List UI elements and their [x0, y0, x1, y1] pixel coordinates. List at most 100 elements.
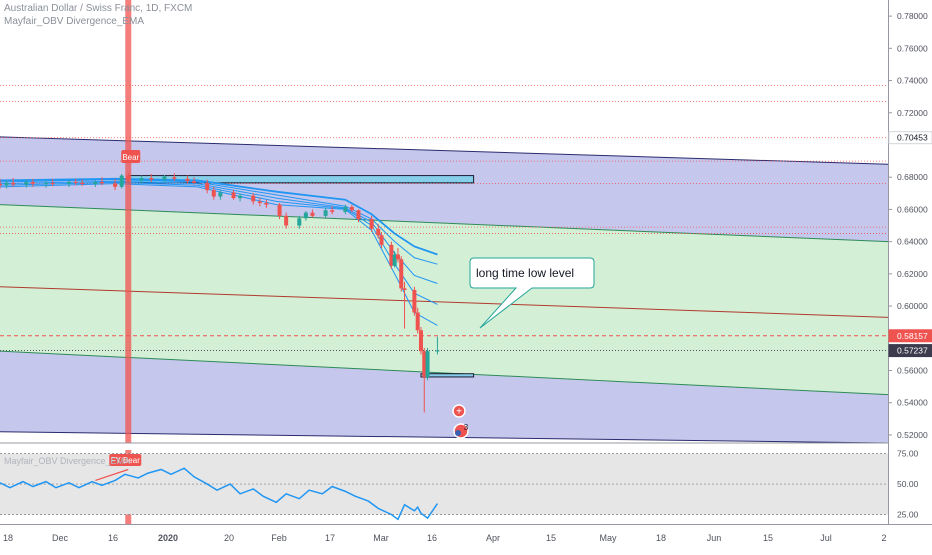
- pane-separator: [0, 443, 932, 450]
- time-tick-label: Jul: [820, 533, 832, 543]
- time-tick-label: 20: [224, 533, 234, 543]
- candle-body: [418, 330, 423, 352]
- price-badge: [888, 329, 932, 343]
- price-tick-label: 0.78000: [897, 11, 928, 21]
- channel-green-top-line: [0, 204, 888, 243]
- candle-body: [415, 312, 420, 331]
- annotation-callout: [469, 257, 595, 329]
- time-tick-label: 16: [108, 533, 118, 543]
- candle-body: [238, 195, 243, 199]
- price-tick-label: 0.66000: [897, 204, 928, 214]
- candle-body: [44, 182, 49, 184]
- bear-label: Bear: [122, 153, 139, 162]
- price-tick-label: 0.68000: [897, 172, 928, 182]
- indicator-title[interactable]: Mayfair_OBV Divergence_EMA: [4, 16, 145, 27]
- candle-body: [257, 201, 262, 203]
- candle-body: [172, 177, 177, 179]
- candle-body: [425, 351, 430, 377]
- osc-tick-label: 25.00: [897, 509, 919, 519]
- time-tick-label: 16: [427, 533, 437, 543]
- candle-body: [412, 289, 417, 313]
- price-tick-label: 0.62000: [897, 269, 928, 279]
- time-tick-label: 15: [546, 533, 556, 543]
- bear-label-bg: [121, 150, 141, 163]
- main-pane: [0, 84, 888, 443]
- time-tick-label: Dec: [52, 533, 69, 543]
- osc-tick-label: 75.00: [897, 449, 919, 459]
- time-tick-label: Feb: [271, 533, 287, 543]
- candle-body: [149, 178, 154, 180]
- osc-bear-label: FY Bear: [111, 456, 141, 465]
- bear-signal-column: [125, 0, 132, 524]
- candle-body: [349, 207, 354, 211]
- candle-body: [392, 254, 397, 266]
- channel-outer-top-line: [0, 136, 888, 165]
- candle-body: [113, 183, 118, 187]
- candle-body: [330, 210, 335, 212]
- price-badge-label: 0.70453: [897, 133, 928, 143]
- candle-body: [50, 182, 55, 184]
- candle-body: [30, 182, 35, 184]
- time-tick-label: 2: [881, 533, 886, 543]
- candle-body: [422, 351, 427, 377]
- price-tick-label: 0.54000: [897, 398, 928, 408]
- event-flag-dot: [455, 430, 461, 436]
- candle-body: [4, 182, 9, 186]
- candle-body: [99, 182, 104, 184]
- price-badge: [888, 344, 932, 358]
- candle-body: [251, 195, 256, 202]
- channel-median-line: [0, 286, 888, 318]
- price-tick-label: 0.76000: [897, 43, 928, 53]
- event-plus-icon: [452, 404, 466, 418]
- candle-body: [11, 182, 16, 185]
- candle-body: [379, 235, 384, 245]
- candle-body: [323, 210, 328, 216]
- oscillator-title[interactable]: Mayfair_OBV Divergence_EMA: [4, 456, 131, 466]
- divergence-line: [95, 468, 129, 481]
- time-tick-label: 2020: [158, 533, 178, 543]
- candle-body: [185, 178, 190, 182]
- price-tick-label: 0.72000: [897, 108, 928, 118]
- candle-body: [218, 192, 223, 197]
- candle-body: [0, 183, 2, 186]
- time-tick-label: May: [599, 533, 617, 543]
- candle-body: [310, 212, 315, 216]
- candle-body: [264, 202, 269, 205]
- candle-body: [119, 175, 124, 187]
- channel-green-bottom-line: [0, 350, 888, 396]
- candle-body: [205, 182, 210, 191]
- candle-body: [435, 350, 440, 352]
- candle-body: [162, 176, 167, 180]
- candle-body: [284, 215, 289, 226]
- annotation-text: long time low level: [476, 266, 574, 280]
- time-tick-label: 17: [325, 533, 335, 543]
- symbol-title[interactable]: Australian Dollar / Swiss Franc, 1D, FXC…: [4, 3, 193, 14]
- support-zone-box: [420, 373, 475, 378]
- candle-body: [139, 178, 144, 181]
- candle-body: [67, 181, 72, 184]
- osc-tick-label: 50.00: [897, 479, 919, 489]
- candle-body: [389, 244, 394, 266]
- candle-body: [211, 190, 216, 197]
- candle-body: [399, 259, 404, 289]
- event-count: 3: [464, 423, 469, 432]
- price-tick-label: 0.56000: [897, 366, 928, 376]
- price-badge-label: 0.58157: [897, 331, 928, 341]
- time-tick-label: 15: [763, 533, 773, 543]
- price-tick-label: 0.64000: [897, 237, 928, 247]
- price-tick-label: 0.74000: [897, 76, 928, 86]
- candle-body: [402, 288, 407, 290]
- candle-body: [93, 182, 98, 184]
- price-tick-label: 0.52000: [897, 430, 928, 440]
- time-tick-label: Jun: [707, 533, 722, 543]
- price-badge: [888, 131, 932, 145]
- candle-body: [192, 181, 197, 183]
- candle-body: [369, 219, 374, 229]
- candle-body: [73, 181, 78, 183]
- oscillator-line: [0, 467, 439, 521]
- candle-body: [303, 212, 308, 219]
- time-tick-label: 18: [3, 533, 13, 543]
- price-tick-label: 0.60000: [897, 301, 928, 311]
